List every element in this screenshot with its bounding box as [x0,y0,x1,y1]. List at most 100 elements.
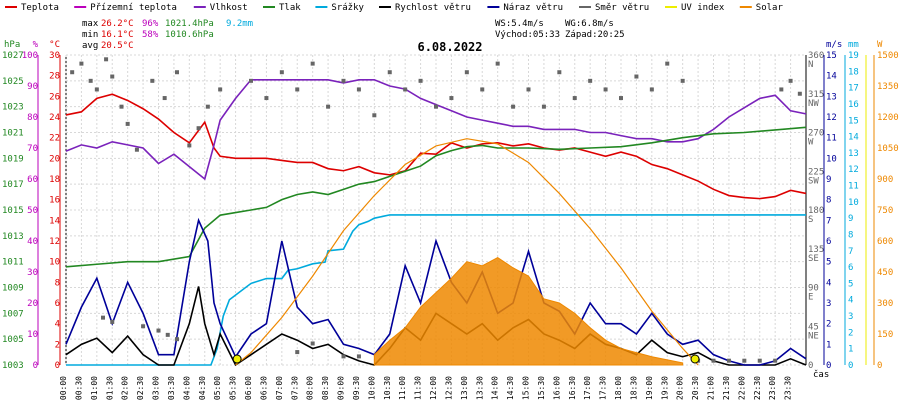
axis-tick-mm-0: 0 [848,361,853,371]
wind-dir-point-57 [356,354,361,359]
series-line-sr-ky-3 [66,214,806,366]
axis-tick-w-8: 1200 [877,113,899,123]
axis-tick-c-2: 4 [55,320,60,330]
wind-dir-point-59 [711,358,716,363]
axis-tick-mm-6: 6 [848,263,853,273]
axis-tick-mm-2: 2 [848,328,853,338]
axis-tick-hpa-8: 1019 [2,154,24,164]
axis-tick-w-10: 1500 [877,51,899,61]
axis-unit-w: W [877,40,883,50]
axis-tick-pct-6: 60 [27,175,38,185]
x-tick-27: 13:30 [475,376,484,400]
axis-tick-c-4: 8 [55,278,60,288]
x-tick-13: 06:30 [259,376,268,400]
axis-tick-c-13: 26 [49,92,60,102]
axes: hPa1003100510071009101110131015101710191… [2,40,899,371]
axis-tick-pct-2: 20 [27,299,38,309]
wind-dir-point-62 [757,358,762,363]
axis-tick-mm-5: 5 [848,279,853,289]
legend-label-6: Náraz větru [503,3,563,13]
x-tick-39: 19:30 [660,376,669,400]
axis-tick-ms-4: 4 [826,278,831,288]
x-tick-37: 18:30 [629,376,638,400]
wind-dir-point-17 [264,96,269,101]
legend: Teplota Přízemní teplota Vlhkost Tlak Srážky… [5,3,783,13]
x-axis-label: čas [813,369,829,380]
x-tick-40: 20:00 [676,376,685,400]
wind-dir-point-8 [134,147,139,152]
axis-tick-mm-14: 14 [848,133,859,143]
x-tick-43: 21:30 [722,376,731,400]
axis-tick-dir-8: 360 [808,51,824,61]
axis-tick-hpa-11: 1025 [2,77,24,87]
x-tick-15: 07:30 [290,376,299,400]
wind-dir-point-42 [649,87,654,92]
x-tick-16: 08:00 [306,376,315,400]
wind-dir-point-48 [110,319,115,324]
wind-dir-point-26 [403,87,408,92]
legend-label-8: UV index [681,3,725,13]
wind-dir-point-27 [418,78,423,83]
axis-tick-ms-2: 2 [826,320,831,330]
wind-dir-point-29 [449,96,454,101]
wind-dir-point-37 [572,96,577,101]
x-tick-19: 09:30 [352,376,361,400]
axis-tick-pct-7: 70 [27,144,38,154]
axis-tick-dir-dir-8: N [808,60,813,70]
axis-tick-w-7: 1050 [877,144,899,154]
wind-dir-point-52 [165,332,170,337]
x-tick-12: 06:00 [244,376,253,400]
x-tick-22: 11:00 [398,376,407,400]
x-tick-6: 03:00 [152,376,161,400]
axis-tick-ms-6: 6 [826,237,831,247]
wind-dir-point-1 [79,61,84,66]
axis-tick-mm-16: 16 [848,100,859,110]
stat-avg-label: avg [82,41,98,51]
stat-max-temp: 26.2°C [101,19,134,29]
wind-dir-point-5 [110,74,115,79]
axis-tick-mm-10: 10 [848,198,859,208]
wind-dir-point-2 [88,78,93,83]
wind-dir-point-15 [218,87,223,92]
axis-tick-mm-18: 18 [848,67,859,77]
stat-ws: WS:5.4m/s [495,19,544,29]
wind-dir-point-45 [779,87,784,92]
wind-dir-point-25 [387,70,392,75]
axis-unit-mm: mm [848,40,859,50]
wind-dir-point-53 [175,337,179,342]
wind-dir-point-16 [249,78,253,83]
axis-tick-hpa-4: 1011 [2,258,24,268]
x-tick-2: 01:00 [90,376,99,400]
axis-tick-hpa-7: 1017 [2,180,24,190]
axis-tick-dir-dir-3: SE [808,254,819,264]
wind-dir-point-43 [665,61,670,66]
axis-tick-mm-4: 4 [848,296,853,306]
axis-tick-w-2: 300 [877,299,893,309]
axis-tick-dir-3: 135 [808,245,824,255]
axis-tick-c-1: 2 [55,340,60,350]
axis-tick-c-5: 10 [49,258,60,268]
axis-tick-c-11: 22 [49,134,60,144]
axis-tick-ms-1: 1 [826,340,831,350]
wind-dir-point-4 [104,57,109,62]
x-tick-36: 18:00 [614,376,623,400]
chart-title: 6.08.2022 [417,40,482,54]
uv-marker-1 [690,354,700,364]
x-tick-26: 13:00 [460,376,469,400]
x-tick-21: 10:30 [383,376,392,400]
axis-tick-hpa-5: 1013 [2,232,24,242]
stat-rain: 9.2mm [226,19,253,29]
uv-marker-0 [232,354,242,364]
wind-dir-point-55 [310,341,315,346]
wind-dir-point-38 [588,78,593,83]
wind-dir-point-18 [279,70,284,75]
axis-tick-dir-dir-4: S [808,215,813,225]
legend-label-2: Vlhkost [210,3,248,13]
axis-tick-c-15: 30 [49,51,60,61]
solar-measured-area [373,256,684,366]
axis-tick-ms-14: 14 [826,72,837,82]
axis-tick-dir-5: 225 [808,167,824,177]
x-tick-42: 21:00 [707,376,716,400]
axis-tick-mm-12: 12 [848,165,859,175]
stat-max-hum: 96% [142,19,159,29]
